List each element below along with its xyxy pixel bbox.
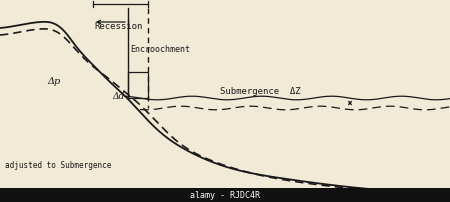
Bar [0,188,450,202]
Text: Δp: Δp [47,77,60,86]
Text: Recession: Recession [94,22,142,31]
Text: Δd: Δd [112,92,124,101]
Text: Encroochment: Encroochment [130,45,190,54]
Text: adjusted to Submergence: adjusted to Submergence [5,161,112,170]
Text: alamy - RJDC4R: alamy - RJDC4R [190,191,260,201]
Bar [128,72,148,98]
Text: Submergence  ΔZ: Submergence ΔZ [220,87,301,97]
